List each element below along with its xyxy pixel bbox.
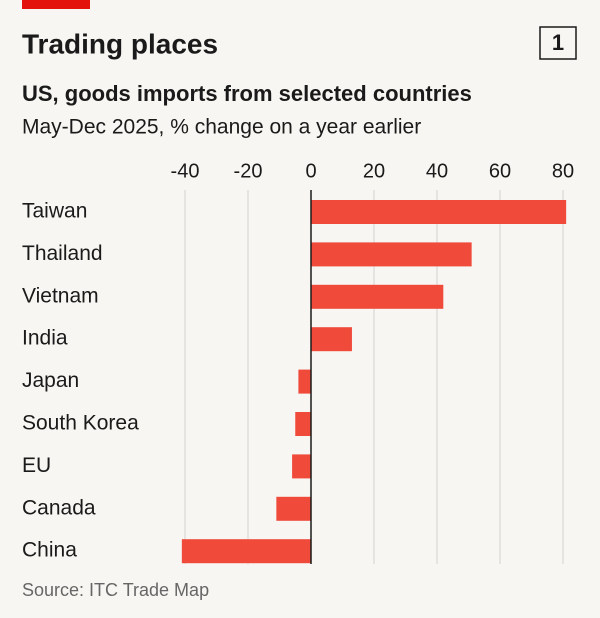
bar bbox=[298, 369, 311, 394]
y-tick-label: India bbox=[22, 327, 68, 350]
x-tick-label: 20 bbox=[363, 160, 385, 182]
y-tick-label: Japan bbox=[22, 369, 79, 392]
bar bbox=[311, 327, 352, 352]
y-tick-label: South Korea bbox=[22, 412, 139, 435]
brand-bar bbox=[22, 0, 90, 9]
bar bbox=[292, 454, 311, 479]
x-tick-label: -20 bbox=[234, 160, 263, 182]
y-tick-label: Thailand bbox=[22, 242, 103, 265]
badge-box bbox=[539, 26, 577, 60]
y-tick-label: Taiwan bbox=[22, 200, 87, 223]
badge: 1 bbox=[552, 30, 564, 55]
y-tick-label: China bbox=[22, 539, 77, 562]
x-tick-label: 60 bbox=[489, 160, 511, 182]
y-tick-label: Vietnam bbox=[22, 284, 99, 307]
source: Source: ITC Trade Map bbox=[22, 580, 209, 600]
x-tick-label: 80 bbox=[552, 160, 574, 182]
x-tick-label: 0 bbox=[305, 160, 316, 182]
y-tick-label: EU bbox=[22, 454, 51, 477]
chart-title: Trading places bbox=[22, 28, 218, 59]
description: May-Dec 2025, % change on a year earlier bbox=[22, 116, 421, 139]
bar bbox=[311, 242, 472, 267]
x-tick-label: 40 bbox=[426, 160, 448, 182]
bar bbox=[181, 539, 311, 564]
x-tick-label: -40 bbox=[171, 160, 200, 182]
bar bbox=[295, 412, 311, 436]
bar bbox=[276, 496, 311, 521]
y-tick-label: Canada bbox=[22, 496, 96, 519]
bar bbox=[311, 284, 444, 309]
subtitle: US, goods imports from selected countrie… bbox=[22, 81, 472, 106]
bar bbox=[311, 200, 567, 224]
